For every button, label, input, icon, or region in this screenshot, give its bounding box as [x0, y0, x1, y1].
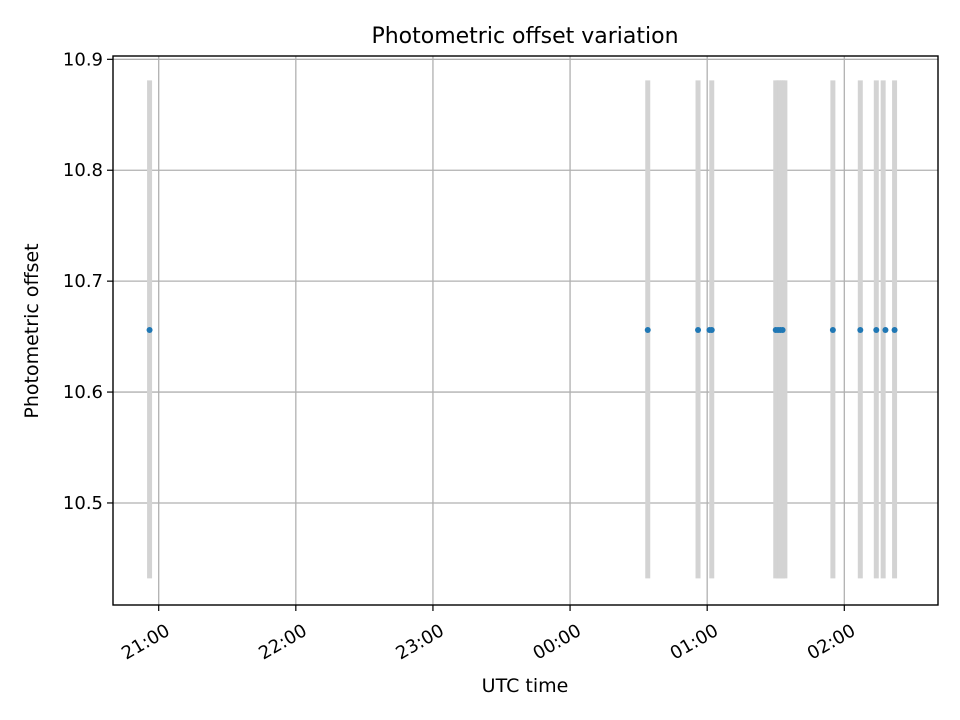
y-axis-label: Photometric offset	[21, 243, 43, 418]
data-point	[644, 326, 651, 333]
x-axis: 21:00 22:00 23:00 00:00 01:00 02:00	[118, 605, 859, 664]
x-tick-label: 22:00	[255, 620, 310, 664]
data-point	[695, 326, 702, 333]
plot-frame	[112, 55, 939, 606]
x-tick-label: 02:00	[804, 620, 859, 664]
chart-title: Photometric offset variation	[371, 24, 678, 49]
x-tick-label: 00:00	[530, 620, 585, 664]
x-tick-label: 23:00	[392, 620, 447, 664]
y-tick-label: 10.7	[63, 271, 103, 292]
data-point	[146, 326, 153, 333]
y-tick-label: 10.8	[63, 160, 103, 181]
data-point	[882, 326, 889, 333]
data-point	[779, 326, 786, 333]
y-tick-label: 10.5	[63, 493, 103, 514]
data-point	[708, 326, 715, 333]
data-point	[891, 326, 898, 333]
grid-lines	[113, 56, 938, 605]
data-point	[829, 326, 836, 333]
data-points	[146, 326, 898, 333]
data-point	[857, 326, 864, 333]
y-axis: 10.5 10.6 10.7 10.8 10.9	[63, 49, 113, 514]
x-tick-label: 01:00	[667, 620, 722, 664]
y-tick-label: 10.6	[63, 382, 103, 403]
y-tick-label: 10.9	[63, 49, 103, 70]
data-point	[873, 326, 880, 333]
x-tick-label: 21:00	[118, 620, 173, 664]
x-axis-label: UTC time	[482, 675, 569, 697]
